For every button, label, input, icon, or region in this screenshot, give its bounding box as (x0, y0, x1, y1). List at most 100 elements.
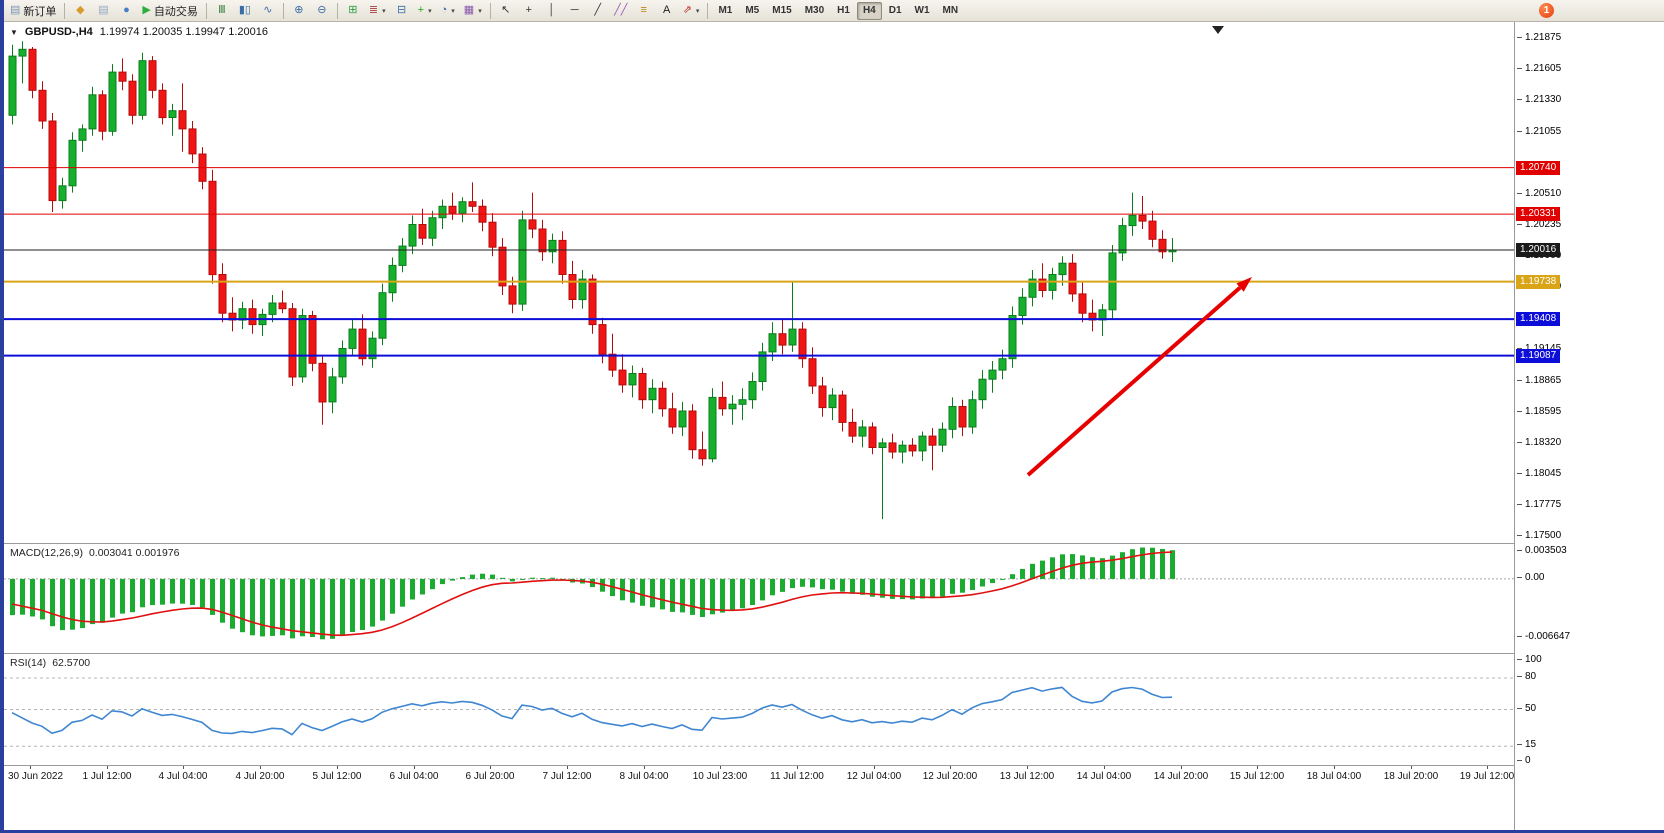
candle[interactable] (188, 121, 197, 164)
candle[interactable] (388, 257, 397, 302)
candle[interactable] (268, 295, 277, 323)
window-layout-button[interactable]: ⊟ (391, 1, 413, 21)
candle[interactable] (508, 276, 517, 314)
candle[interactable] (788, 282, 797, 352)
candle[interactable] (78, 124, 87, 152)
candle[interactable] (708, 388, 717, 463)
candle[interactable] (478, 199, 487, 232)
candle[interactable] (568, 260, 577, 309)
timeframe-button-h1[interactable]: H1 (837, 5, 850, 16)
candle[interactable] (328, 367, 337, 414)
timeframe-button-h4[interactable]: H4 (856, 1, 882, 20)
candle[interactable] (578, 270, 587, 309)
dropdown-arrow-icon[interactable]: ▾ (382, 7, 386, 15)
candle[interactable] (648, 379, 657, 414)
candle[interactable] (198, 147, 207, 190)
candle[interactable] (548, 233, 557, 264)
candle[interactable] (278, 290, 287, 314)
candlestick-chart[interactable] (4, 22, 1514, 543)
candle[interactable] (888, 433, 897, 459)
candle[interactable] (238, 301, 247, 330)
candle[interactable] (308, 310, 317, 372)
candle[interactable] (718, 381, 727, 416)
candle[interactable] (618, 354, 627, 393)
candle[interactable] (208, 169, 217, 284)
candle[interactable] (498, 238, 507, 295)
period-button[interactable]: ◔ ▾ (437, 1, 459, 21)
candle[interactable] (288, 303, 297, 386)
candle[interactable] (48, 113, 57, 212)
candle[interactable] (808, 347, 817, 394)
timeframe-button-m1[interactable]: M1 (718, 5, 733, 16)
candle[interactable] (18, 41, 27, 84)
channel-button[interactable]: ╱╱ (610, 1, 632, 21)
candle[interactable] (998, 349, 1007, 380)
community-button[interactable]: ● (115, 1, 137, 21)
candle[interactable] (558, 231, 567, 284)
candle[interactable] (448, 192, 457, 220)
candle[interactable] (488, 213, 497, 257)
vertical-line-button[interactable]: │ (541, 1, 563, 21)
candle[interactable] (168, 103, 177, 136)
candle[interactable] (218, 263, 227, 323)
candle[interactable] (588, 274, 597, 334)
candle[interactable] (378, 283, 387, 346)
candle[interactable] (1148, 210, 1157, 248)
candle[interactable] (868, 422, 877, 455)
candle[interactable] (918, 431, 927, 462)
candle[interactable] (428, 210, 437, 247)
arrow-objects-button[interactable]: ⇗ ▾ (679, 1, 704, 21)
candle[interactable] (878, 438, 887, 520)
candles[interactable] (8, 41, 1177, 520)
candle[interactable] (958, 399, 967, 437)
bar-chart-button[interactable]: Ⅲ (211, 1, 233, 21)
trend-arrow-head[interactable] (1236, 277, 1252, 292)
candle[interactable] (318, 356, 327, 425)
candle[interactable] (728, 395, 737, 425)
candle[interactable] (28, 47, 37, 99)
candle[interactable] (678, 401, 687, 437)
timeframe-button-m5[interactable]: M5 (745, 5, 760, 16)
notification-badge[interactable]: 1 (1539, 3, 1554, 18)
candle[interactable] (988, 361, 997, 393)
candle[interactable] (408, 215, 417, 255)
candle[interactable] (1008, 306, 1017, 368)
candle[interactable] (938, 422, 947, 452)
timeframe-button-m30[interactable]: M30 (804, 5, 825, 16)
candle[interactable] (98, 90, 107, 141)
candle[interactable] (418, 208, 427, 245)
collapse-arrow-icon[interactable]: ▼ (10, 27, 18, 37)
candle[interactable] (1038, 263, 1047, 298)
candle[interactable] (798, 322, 807, 368)
candlestick-chart-button[interactable]: ▮▯ (234, 1, 256, 21)
candle[interactable] (818, 376, 827, 417)
candle[interactable] (768, 322, 777, 361)
candle[interactable] (838, 390, 847, 432)
price-axis[interactable]: 1.21875 1.21605 1.21330 1.21055 1.20510 1.202… (1514, 22, 1664, 830)
fibonacci-button[interactable]: ≡ (633, 1, 655, 21)
macd-pane[interactable]: MACD(12,26,9) 0.003041 0.001976 (4, 543, 1514, 653)
dropdown-arrow-icon[interactable]: ▾ (451, 7, 455, 15)
candle[interactable] (228, 297, 237, 332)
candle[interactable] (68, 132, 77, 193)
autotrade-button[interactable]: ▶ 自动交易 (138, 1, 201, 21)
candle[interactable] (738, 388, 747, 421)
timeframe-button-w1[interactable]: W1 (914, 5, 930, 16)
candle[interactable] (1158, 230, 1167, 259)
text-button[interactable]: A (656, 1, 678, 21)
dropdown-arrow-icon[interactable]: ▾ (428, 7, 432, 15)
timeframe-button-m15[interactable]: M15 (772, 5, 792, 16)
candle[interactable] (778, 318, 787, 355)
candle[interactable] (358, 314, 367, 366)
candle[interactable] (398, 238, 407, 273)
zoom-out-button[interactable]: ⊖ (311, 1, 333, 21)
candle[interactable] (298, 308, 307, 383)
cursor-button[interactable]: ↖ (495, 1, 517, 21)
candle[interactable] (128, 74, 137, 125)
dropdown-arrow-icon[interactable]: ▾ (478, 7, 482, 15)
candle[interactable] (898, 440, 907, 464)
candle[interactable] (948, 397, 957, 439)
candle[interactable] (698, 431, 707, 466)
candle[interactable] (688, 404, 697, 459)
candle[interactable] (1118, 217, 1127, 261)
